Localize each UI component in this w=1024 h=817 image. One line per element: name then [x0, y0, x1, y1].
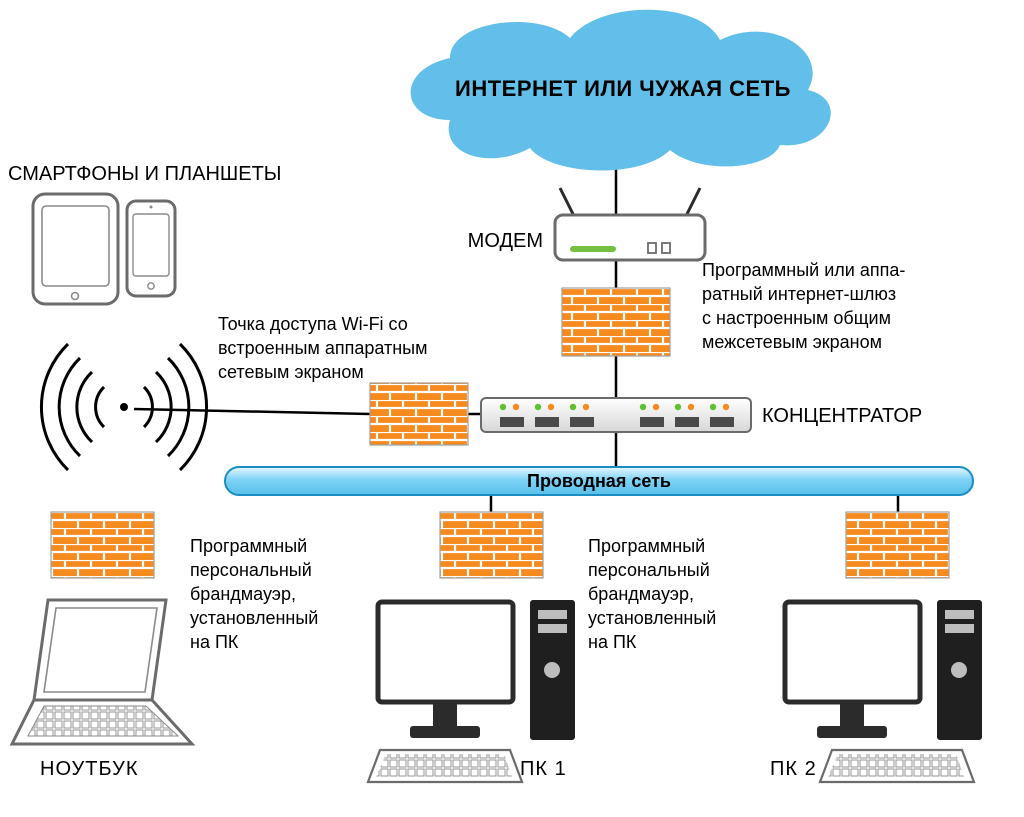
- hub-port: [570, 417, 594, 427]
- laptop-label: НОУТБУК: [40, 758, 139, 780]
- gateway-firewall-text: Программный или аппа- ратный интернет-шл…: [702, 260, 905, 352]
- svg-text:сетевым экраном: сетевым экраном: [218, 362, 364, 382]
- hub-led: [653, 404, 659, 410]
- svg-text:брандмауэр,: брандмауэр,: [190, 584, 296, 604]
- hub-led: [688, 404, 694, 410]
- network-diagram: ИНТЕРНЕТ ИЛИ ЧУЖАЯ СЕТЬ МОДЕМ Программны…: [0, 0, 1024, 817]
- hub-led: [640, 404, 646, 410]
- svg-text:Программный или аппа-: Программный или аппа-: [702, 260, 905, 280]
- smartphones-tablets-label: СМАРТФОНЫ И ПЛАНШЕТЫ: [8, 163, 282, 185]
- wired-network-bar: Проводная сеть: [225, 467, 973, 495]
- personal-firewall-text-2: Программный персональный брандмауэр, уст…: [588, 536, 716, 652]
- svg-text:персональный: персональный: [588, 560, 710, 580]
- hub-led: [570, 404, 576, 410]
- hub-led: [548, 404, 554, 410]
- hub-node: КОНЦЕНТРАТОР: [481, 398, 922, 432]
- pc1-label: ПК 1: [520, 758, 567, 780]
- laptop-icon: [12, 600, 192, 744]
- svg-text:установленный: установленный: [588, 608, 716, 628]
- firewall-wifi: [370, 383, 468, 445]
- hub-port: [535, 417, 559, 427]
- svg-text:Точка доступа Wi-Fi со: Точка доступа Wi-Fi со: [218, 314, 408, 334]
- svg-text:установленный: установленный: [190, 608, 318, 628]
- wifi-ap-description: Точка доступа Wi-Fi со встроенным аппара…: [218, 314, 427, 382]
- pc1-node: [368, 600, 575, 782]
- svg-text:межсетевым экраном: межсетевым экраном: [702, 332, 882, 352]
- hub-led: [583, 404, 589, 410]
- firewall-pc2: [846, 512, 949, 578]
- hub-led: [513, 404, 519, 410]
- svg-text:брандмауэр,: брандмауэр,: [588, 584, 694, 604]
- hub-port: [500, 417, 524, 427]
- hub-led: [675, 404, 681, 410]
- pc2-label: ПК 2: [770, 758, 817, 780]
- hub-led: [500, 404, 506, 410]
- hub-label: КОНЦЕНТРАТОР: [762, 405, 922, 427]
- hub-port: [675, 417, 699, 427]
- internet-cloud: ИНТЕРНЕТ ИЛИ ЧУЖАЯ СЕТЬ: [411, 10, 831, 171]
- svg-text:Программный: Программный: [190, 536, 307, 556]
- firewall-laptop: [51, 512, 154, 578]
- hub-port: [710, 417, 734, 427]
- svg-text:персональный: персональный: [190, 560, 312, 580]
- cloud-label: ИНТЕРНЕТ ИЛИ ЧУЖАЯ СЕТЬ: [455, 76, 791, 101]
- svg-text:на ПК: на ПК: [190, 632, 239, 652]
- smartphone-icon: [127, 201, 175, 296]
- modem-node: МОДЕМ: [468, 188, 705, 260]
- modem-label: МОДЕМ: [468, 230, 543, 252]
- tablet-icon: [33, 194, 118, 304]
- firewall-gateway: [562, 288, 670, 356]
- svg-text:с настроенным общим: с настроенным общим: [702, 308, 891, 328]
- hub-led: [710, 404, 716, 410]
- svg-text:ратный интернет-шлюз: ратный интернет-шлюз: [702, 284, 896, 304]
- firewall-pc1: [440, 512, 543, 578]
- wifi-access-point: [41, 344, 206, 470]
- personal-firewall-text-1: Программный персональный брандмауэр, уст…: [190, 536, 318, 652]
- hub-led: [535, 404, 541, 410]
- svg-text:встроенным аппаратным: встроенным аппаратным: [218, 338, 427, 358]
- svg-text:Программный: Программный: [588, 536, 705, 556]
- wired-network-label: Проводная сеть: [527, 471, 671, 491]
- hub-port: [640, 417, 664, 427]
- svg-text:на ПК: на ПК: [588, 632, 637, 652]
- hub-led: [723, 404, 729, 410]
- pc2-node: [785, 600, 982, 782]
